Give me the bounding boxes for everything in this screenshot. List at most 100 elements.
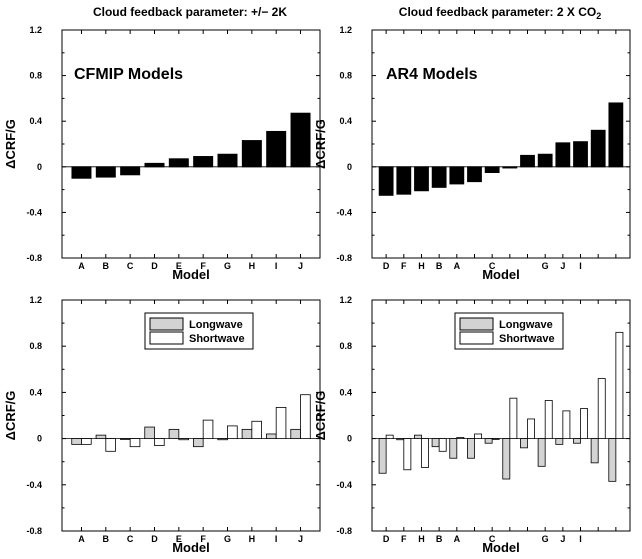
longwave-bar	[95, 434, 107, 440]
y-tick-label: 0.8	[29, 341, 42, 351]
y-tick-label: 0.4	[339, 387, 352, 397]
y-tick-label: -0.4	[336, 480, 352, 490]
y-tick-label: -0.8	[26, 526, 42, 536]
net-bar	[467, 166, 482, 183]
longwave-bar	[396, 438, 405, 441]
y-tick-label: 1.2	[29, 25, 42, 35]
x-category-label: G	[542, 534, 549, 544]
longwave-bar	[217, 438, 228, 441]
longwave-bar	[144, 426, 155, 439]
x-category-label: B	[436, 261, 443, 271]
net-bar	[537, 153, 553, 168]
longwave-bar	[431, 438, 440, 448]
x-category-label: G	[224, 261, 231, 271]
x-category-label: A	[78, 534, 85, 544]
x-category-label: H	[418, 534, 425, 544]
y-tick-label: 0.8	[29, 71, 42, 81]
longwave-bar	[467, 438, 475, 459]
x-category-label: J	[298, 261, 303, 271]
y-tick-label: 0	[37, 434, 42, 444]
shortwave-bar	[403, 438, 412, 471]
x-category-label: G	[224, 534, 231, 544]
longwave-bar	[414, 434, 422, 440]
x-category-label: D	[383, 261, 390, 271]
net-bar	[290, 112, 311, 168]
y-tick-label: -0.4	[336, 207, 352, 217]
shortwave-bar	[202, 419, 214, 439]
x-category-label: C	[127, 534, 134, 544]
shortwave-bar	[438, 438, 447, 452]
shortwave-bar	[580, 408, 588, 440]
panel-annotation: CFMIP Models	[74, 66, 183, 83]
longwave-bar	[241, 428, 253, 439]
shortwave-bar	[385, 434, 394, 440]
x-category-label: A	[454, 261, 461, 271]
x-category-label: F	[401, 534, 407, 544]
legend-swatch-shortwave	[459, 331, 494, 345]
net-bar	[520, 154, 535, 168]
x-category-label: J	[298, 534, 303, 544]
net-bar	[217, 153, 238, 168]
x-category-label: J	[560, 534, 565, 544]
title-right-main: Cloud feedback parameter: 2 X CO	[399, 5, 596, 19]
y-tick-label: 0	[347, 162, 352, 172]
y-axis-label: ΔCRF/G	[3, 119, 18, 169]
x-category-label: A	[454, 534, 461, 544]
x-category-label: A	[78, 261, 85, 271]
x-category-label: I	[275, 534, 278, 544]
y-axis-label: ΔCRF/G	[3, 391, 18, 441]
net-bar	[266, 130, 287, 168]
shortwave-bar	[178, 438, 189, 441]
net-bar	[590, 129, 606, 168]
net-bar	[71, 166, 92, 179]
net-bar	[168, 158, 189, 168]
shortwave-bar	[300, 394, 311, 439]
net-bar	[431, 166, 447, 188]
y-tick-label: 0.8	[339, 71, 352, 81]
shortwave-bar	[154, 438, 165, 446]
y-tick-label: 0.4	[29, 387, 42, 397]
x-axis-label: Model	[482, 267, 520, 282]
title-right: Cloud feedback parameter: 2 X CO2	[399, 5, 601, 21]
legend-swatch-longwave	[459, 317, 494, 331]
chart-panel-bottom-right: -0.8 -0.4 0 0.4 0.8 1.2 D F H B A C G J I Model ΔCRF/G Lo…	[313, 295, 631, 555]
y-tick-label: -0.8	[336, 253, 352, 263]
x-category-label: D	[151, 534, 158, 544]
net-bar	[396, 166, 412, 195]
net-bar	[414, 166, 429, 192]
y-tick-label: -0.8	[26, 253, 42, 263]
legend: Longwave Shortwave	[454, 312, 564, 350]
shortwave-bar	[456, 437, 465, 440]
shortwave-bar	[491, 438, 500, 440]
shortwave-bar	[275, 407, 287, 440]
legend-label-shortwave: Shortwave	[189, 333, 245, 345]
title-right-subscript: 2	[596, 11, 601, 21]
net-bar	[449, 166, 465, 185]
net-bar	[95, 166, 116, 178]
net-bar	[241, 140, 262, 168]
net-bar	[193, 156, 214, 168]
longwave-bar	[266, 433, 277, 440]
x-category-label: F	[200, 534, 206, 544]
longwave-bar	[537, 438, 546, 467]
longwave-bar	[555, 438, 564, 445]
x-category-label: B	[103, 534, 110, 544]
x-category-label: B	[103, 261, 110, 271]
shortwave-bar	[129, 438, 141, 448]
chart-panel-top-right: -0.8 -0.4 0 0.4 0.8 1.2 D F H B A C G J I Model ΔCRF/G AR…	[313, 25, 631, 282]
x-category-label: E	[176, 534, 182, 544]
longwave-bar	[193, 438, 204, 448]
net-bar	[484, 166, 500, 174]
longwave-bar	[449, 438, 458, 459]
longwave-bar	[168, 428, 180, 439]
legend-label-shortwave: Shortwave	[499, 333, 555, 345]
y-tick-label: 0.8	[339, 341, 352, 351]
panel-annotation: AR4 Models	[386, 66, 478, 83]
longwave-bar	[484, 438, 493, 444]
x-category-label: I	[275, 261, 278, 271]
x-category-label: F	[401, 261, 407, 271]
net-bar	[608, 102, 624, 168]
longwave-bar	[120, 438, 131, 440]
x-category-label: I	[579, 261, 582, 271]
